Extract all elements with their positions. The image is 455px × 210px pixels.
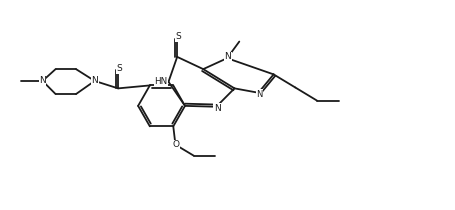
Text: O: O — [172, 140, 178, 149]
Text: O: O — [172, 140, 179, 149]
Text: S: S — [116, 64, 121, 73]
Text: N: N — [256, 89, 262, 98]
Text: N: N — [91, 76, 98, 85]
Text: N: N — [224, 52, 231, 61]
Text: HN: HN — [154, 77, 167, 86]
Text: N: N — [213, 104, 220, 113]
Text: N: N — [39, 76, 46, 85]
Text: S: S — [175, 32, 181, 41]
